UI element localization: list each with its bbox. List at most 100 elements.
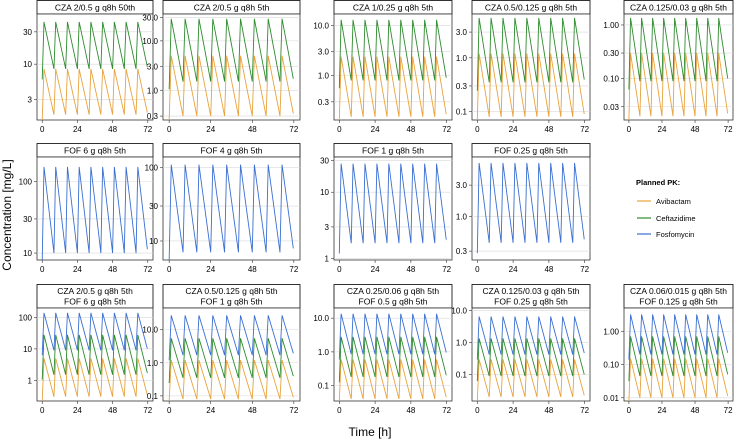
x-tick-label: 24 [73, 406, 82, 415]
x-tick-label: 0 [475, 265, 480, 274]
y-tick-label: 0.1 [456, 371, 468, 380]
panel-title: FOF 0.125 g q8h 5th [639, 297, 718, 307]
x-tick-label: 48 [248, 265, 257, 274]
series-line-ceftazidime [476, 338, 585, 382]
x-tick-label: 48 [248, 406, 257, 415]
panel-title: CZA 0.06/0.015 g q8h 5th [630, 286, 727, 296]
y-tick-label: 10.0 [142, 37, 158, 46]
x-tick-label: 48 [108, 265, 117, 274]
x-tick-label: 24 [371, 406, 380, 415]
x-tick-label: 0 [337, 265, 342, 274]
panel-title: FOF 0.25 g q8h 5th [494, 146, 568, 156]
y-tick-label: 3.0 [456, 28, 468, 37]
plot-area [162, 156, 301, 261]
x-tick-label: 72 [143, 265, 152, 274]
series-line-fosfomycin [168, 164, 294, 261]
panel: CZA 2/0.5 g q8h 50th 3 10 30 0 24 48 72 [23, 0, 154, 134]
y-tick-label: 0.1 [147, 392, 159, 401]
x-tick-label: 24 [371, 125, 380, 134]
x-tick-label: 48 [108, 125, 117, 134]
y-tick-label: 1 [325, 255, 330, 264]
x-tick-label: 48 [248, 125, 257, 134]
panel-title: FOF 4 g q8h 5th [201, 146, 263, 156]
x-tick-label: 48 [544, 125, 553, 134]
series-line-ceftazidime [628, 336, 729, 382]
panel: CZA 0.125/0.03 g q8h 5th 0.03 0.10 0.30 1.00… [603, 0, 734, 134]
x-tick-label: 24 [509, 125, 518, 134]
x-tick-label: 48 [406, 265, 415, 274]
x-tick-label: 72 [580, 406, 589, 415]
x-tick-label: 0 [627, 125, 632, 134]
x-tick-label: 24 [206, 265, 215, 274]
x-tick-label: 48 [544, 265, 553, 274]
panel-title: CZA 2/0.5 g q8h 5th [194, 3, 270, 13]
x-tick-label: 24 [658, 125, 667, 134]
series-line-ceftazidime [338, 336, 447, 383]
x-tick-label: 72 [724, 125, 733, 134]
y-tick-label: 3 [325, 223, 330, 232]
y-tick-label: 0.10 [603, 75, 619, 84]
y-tick-label: 10 [23, 249, 32, 258]
x-tick-label: 24 [658, 406, 667, 415]
legend-label-fosfomycin: Fosfomycin [656, 230, 694, 239]
series-line-ceftazidime [168, 338, 294, 384]
panel-title: FOF 1 g q8h 5th [201, 297, 263, 307]
series-line-ceftazidime [41, 334, 148, 380]
x-tick-label: 0 [40, 125, 45, 134]
y-tick-label: 0.10 [603, 361, 619, 370]
panel: CZA 0.5/0.125 g q8h 5th 0.1 0.3 1.0 3.0 0 24 48… [456, 0, 591, 134]
series-line-ceftazidime [41, 21, 148, 80]
y-tick-label: 30 [23, 28, 32, 37]
y-tick-label: 1.0 [456, 213, 468, 222]
y-tick-label: 1 [28, 376, 33, 385]
series-line-avibactam [168, 359, 294, 402]
series-line-fosfomycin [168, 315, 294, 361]
series-line-fosfomycin [338, 163, 447, 254]
x-axis-title: Time [h] [349, 425, 392, 439]
series-line-ceftazidime [168, 18, 294, 90]
panel-title: FOF 0.25 g q8h 5th [494, 297, 568, 307]
x-tick-label: 24 [206, 406, 215, 415]
panel-title: CZA 0.25/0.06 g q8h 5th [347, 286, 439, 296]
y-tick-label: 10.0 [451, 307, 467, 316]
y-tick-label: 1.0 [147, 86, 159, 95]
y-tick-label: 30 [149, 202, 158, 211]
x-tick-label: 72 [289, 125, 298, 134]
x-tick-label: 48 [691, 125, 700, 134]
y-tick-label: 10 [149, 237, 158, 246]
series-line-avibactam [338, 56, 447, 121]
series-line-avibactam [476, 53, 585, 121]
x-tick-label: 72 [442, 265, 451, 274]
x-tick-label: 72 [442, 125, 451, 134]
x-tick-label: 0 [627, 406, 632, 415]
panel-title: FOF 1 g q8h 5th [362, 146, 424, 156]
panel-title: FOF 0.5 g q8h 5th [359, 297, 428, 307]
legend: Planned PK: Avibactam Ceftazidime Fosfom… [636, 178, 696, 239]
y-tick-label: 30 [23, 215, 32, 224]
x-tick-label: 24 [73, 265, 82, 274]
x-tick-label: 72 [580, 125, 589, 134]
panel: FOF 1 g q8h 5th 1 3 10 30 0 24 48 72 [320, 143, 453, 274]
y-tick-label: 30 [320, 157, 329, 166]
y-axis-title: Concentration [mg/L] [0, 159, 14, 270]
y-tick-label: 0.1 [456, 108, 468, 117]
x-tick-label: 72 [580, 265, 589, 274]
x-tick-label: 0 [475, 406, 480, 415]
series-line-avibactam [41, 68, 148, 121]
legend-title: Planned PK: [636, 178, 680, 187]
y-tick-label: 0.1 [318, 382, 330, 391]
plot-area [333, 156, 453, 261]
plot-area [36, 307, 154, 402]
panel-title: CZA 0.5/0.125 g q8h 5th [485, 3, 577, 13]
panel: CZA 1/0.25 g q8h 5th 0.3 1.0 3.0 10.0 0 24 48 72 [313, 0, 453, 134]
y-tick-label: 1.00 [603, 21, 619, 30]
series-line-avibactam [476, 359, 585, 402]
y-tick-label: 30.0 [142, 13, 158, 22]
series-line-avibactam [628, 52, 729, 121]
series-line-avibactam [628, 358, 729, 402]
x-tick-label: 72 [143, 406, 152, 415]
series-line-avibactam [168, 55, 294, 121]
